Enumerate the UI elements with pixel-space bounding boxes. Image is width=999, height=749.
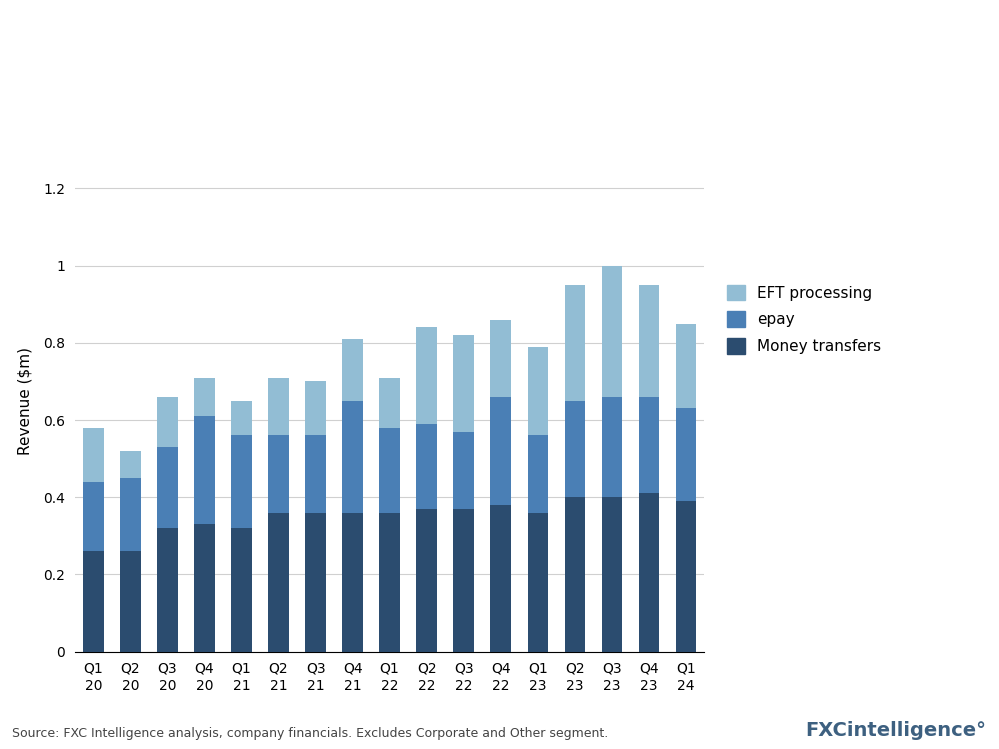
Bar (638, 397, 659, 494)
Bar (564, 285, 584, 401)
Bar (195, 416, 215, 524)
Bar (306, 512, 326, 652)
Bar (675, 324, 696, 408)
Text: Euronet quarterly revenue by segment, 2020-2024: Euronet quarterly revenue by segment, 20… (12, 91, 473, 109)
Bar (120, 551, 141, 652)
Bar (269, 377, 289, 435)
Bar (417, 509, 437, 652)
Bar (195, 524, 215, 652)
Text: FXCintelligence°: FXCintelligence° (805, 721, 986, 740)
Bar (380, 512, 400, 652)
Bar (491, 397, 510, 505)
Bar (343, 401, 363, 512)
Y-axis label: Revenue ($m): Revenue ($m) (17, 347, 32, 455)
Bar (601, 497, 622, 652)
Bar (527, 512, 547, 652)
Bar (675, 501, 696, 652)
Bar (157, 397, 178, 447)
Bar (232, 401, 252, 435)
Bar (269, 512, 289, 652)
Bar (601, 266, 622, 397)
Bar (157, 528, 178, 652)
Bar (343, 339, 363, 401)
Bar (120, 478, 141, 551)
Bar (83, 428, 104, 482)
Bar (380, 428, 400, 512)
Bar (83, 482, 104, 551)
Bar (380, 377, 400, 428)
Bar (454, 431, 474, 509)
Bar (638, 494, 659, 652)
Bar (601, 397, 622, 497)
Bar (564, 401, 584, 497)
Text: Ria and Xe (money transfers) remain key to Euronet’s revenue mix: Ria and Xe (money transfers) remain key … (12, 22, 999, 51)
Bar (527, 347, 547, 435)
Legend: EFT processing, epay, Money transfers: EFT processing, epay, Money transfers (727, 285, 881, 354)
Text: Source: FXC Intelligence analysis, company financials. Excludes Corporate and Ot: Source: FXC Intelligence analysis, compa… (12, 727, 608, 740)
Bar (675, 408, 696, 501)
Bar (527, 435, 547, 512)
Bar (491, 320, 510, 397)
Bar (306, 435, 326, 512)
Bar (417, 327, 437, 424)
Bar (83, 551, 104, 652)
Bar (157, 447, 178, 528)
Bar (417, 424, 437, 509)
Bar (232, 528, 252, 652)
Bar (343, 512, 363, 652)
Bar (491, 505, 510, 652)
Bar (195, 377, 215, 416)
Bar (638, 285, 659, 397)
Bar (232, 435, 252, 528)
Bar (269, 435, 289, 512)
Bar (306, 381, 326, 435)
Bar (120, 451, 141, 478)
Bar (454, 335, 474, 431)
Bar (454, 509, 474, 652)
Bar (564, 497, 584, 652)
